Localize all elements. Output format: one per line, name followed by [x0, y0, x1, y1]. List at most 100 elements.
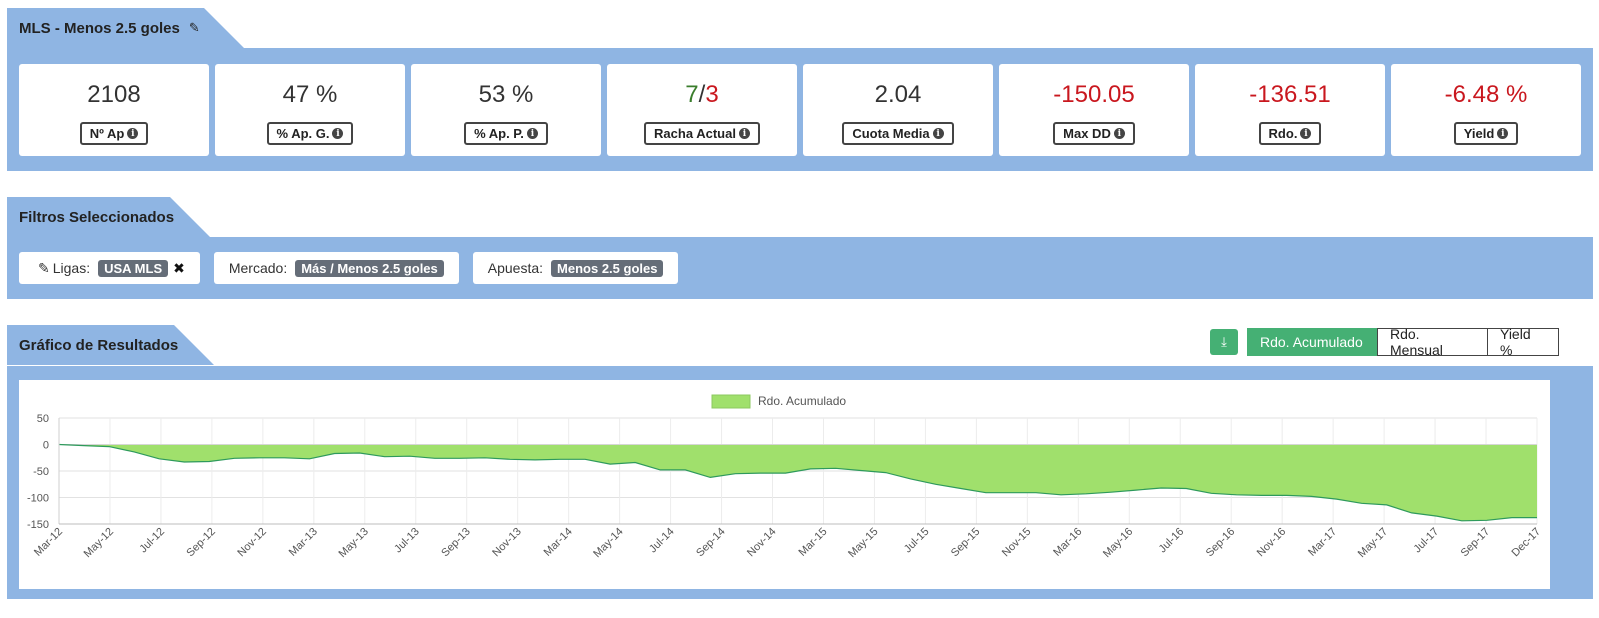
stat-label-button[interactable]: Yield i [1453, 122, 1519, 145]
info-icon[interactable]: i [1300, 128, 1312, 139]
stat-label: Yield [1463, 126, 1495, 141]
info-icon[interactable]: i [1497, 128, 1509, 139]
filter-chip-bet: Apuesta: Menos 2.5 goles [472, 252, 679, 284]
info-icon[interactable]: i [332, 128, 344, 139]
stat-card-yield: -6.48 % Yield i [1391, 64, 1581, 156]
x-tick-label: Mar-13 [287, 526, 320, 559]
chart-mode-toggle: Rdo. Acumulado Rdo. Mensual Yield % [1247, 326, 1559, 358]
chart-panel: Rdo. Acumulado 50 0 -50 -100 -150 Mar-12 May-12… [19, 380, 1550, 589]
x-tick-label: Jul-12 [137, 526, 167, 556]
stat-value-streak: 7/3 [685, 80, 718, 110]
streak-separator: / [698, 81, 706, 108]
pencil-icon[interactable]: ✎ [38, 259, 50, 276]
info-icon[interactable]: i [738, 128, 750, 139]
stat-label-button[interactable]: Nº Ap i [79, 122, 149, 145]
section-tab-title: MLS - Menos 2.5 goles ✎ [7, 8, 244, 48]
filter-label: Ligas: [52, 260, 91, 276]
x-tick-label: Nov-12 [235, 526, 269, 560]
x-tick-label: Nov-14 [745, 526, 779, 560]
x-tick-label: May-15 [846, 526, 880, 560]
section-tab-results: Gráfico de Resultados [7, 325, 214, 365]
x-tick-label: May-12 [82, 526, 116, 560]
tab-monthly[interactable]: Rdo. Mensual [1377, 326, 1488, 358]
stat-value: 2108 [87, 81, 141, 108]
stat-value: 2.04 [874, 81, 922, 108]
section-tab-filters: Filtros Seleccionados [7, 197, 210, 237]
info-icon[interactable]: i [932, 128, 944, 139]
x-tick-label: Sep-16 [1204, 526, 1238, 560]
info-icon[interactable]: i [1113, 128, 1125, 139]
stat-card-max-dd: -150.05 Max DD i [999, 64, 1189, 156]
x-tick-label: Dec-17 [1510, 526, 1544, 560]
stat-label: Cuota Media [852, 126, 930, 141]
download-icon: ⤓ [1221, 334, 1227, 349]
legend-swatch [711, 394, 751, 409]
stat-label: % Ap. G. [276, 126, 330, 141]
stat-card-win-pct: 47 % % Ap. G. i [215, 64, 405, 156]
stat-label: Max DD [1063, 126, 1111, 141]
x-tick-label: May-14 [591, 526, 625, 560]
x-tick-label: Mar-15 [796, 526, 829, 559]
stat-card-result: -136.51 Rdo. i [1195, 64, 1385, 156]
streak-wins: 7 [685, 81, 699, 108]
x-tick-label: Sep-17 [1459, 526, 1493, 560]
stat-label: Rdo. [1268, 126, 1298, 141]
x-tick-label: Jul-16 [1157, 526, 1187, 556]
stat-label-button[interactable]: Rdo. i [1258, 122, 1322, 145]
stat-card-loss-pct: 53 % % Ap. P. i [411, 64, 601, 156]
download-button[interactable]: ⤓ [1210, 329, 1238, 355]
x-tick-label: Jul-17 [1412, 526, 1442, 556]
pencil-icon[interactable]: ✎ [188, 20, 200, 35]
series-area [59, 444, 1537, 521]
x-tick-label: Jul-15 [902, 526, 932, 556]
stat-label-button[interactable]: Racha Actual i [644, 122, 760, 145]
x-tick-label: May-13 [336, 526, 370, 560]
y-tick-label: -100 [27, 493, 49, 505]
y-tick-label: 0 [43, 440, 49, 452]
x-tick-label: Jul-14 [647, 526, 677, 556]
info-icon[interactable]: i [526, 128, 538, 139]
stat-label: % Ap. P. [474, 126, 524, 141]
stat-label-button[interactable]: Cuota Media i [842, 122, 954, 145]
tab-yield[interactable]: Yield % [1488, 326, 1559, 358]
stat-value: -136.51 [1249, 81, 1331, 108]
stat-label: Nº Ap [89, 126, 125, 141]
page-title: MLS - Menos 2.5 goles [19, 19, 180, 37]
x-tick-label: May-16 [1101, 526, 1135, 560]
y-tick-label: -50 [33, 466, 49, 478]
x-tick-label: Sep-15 [949, 526, 983, 560]
stat-card-avg-odds: 2.04 Cuota Media i [803, 64, 993, 156]
x-tick-label: Mar-16 [1051, 526, 1084, 559]
filter-tag: USA MLS [98, 259, 169, 277]
filter-label: Mercado: [228, 260, 288, 276]
streak-losses: 3 [705, 81, 719, 108]
info-icon[interactable]: i [127, 128, 139, 139]
stat-label-button[interactable]: % Ap. G. i [266, 122, 354, 145]
filter-tag: Más / Menos 2.5 goles [295, 259, 444, 277]
stat-card-streak: 7/3 Racha Actual i [607, 64, 797, 156]
stat-label: Racha Actual [654, 126, 736, 141]
stat-value: 47 % [282, 81, 338, 108]
stat-value: -150.05 [1053, 81, 1135, 108]
filter-chip-leagues[interactable]: ✎ Ligas: USA MLS ✖ [19, 252, 200, 284]
stat-value: 53 % [478, 81, 534, 108]
y-tick-label: 50 [37, 413, 49, 425]
stat-card-count: 2108 Nº Ap i [19, 64, 209, 156]
x-tick-label: Sep-12 [184, 526, 218, 560]
filter-chip-market: Mercado: Más / Menos 2.5 goles [213, 252, 459, 284]
stat-label-button[interactable]: % Ap. P. i [464, 122, 548, 145]
x-tick-label: Mar-14 [542, 526, 575, 559]
filter-tag: Menos 2.5 goles [551, 259, 664, 277]
filters-title: Filtros Seleccionados [19, 208, 175, 226]
filter-label: Apuesta: [487, 260, 544, 276]
stat-value: -6.48 % [1444, 81, 1528, 108]
x-tick-label: May-17 [1356, 526, 1390, 560]
x-tick-label: Nov-13 [490, 526, 524, 560]
x-tick-label: Nov-16 [1255, 526, 1289, 560]
close-icon[interactable]: ✖ [173, 259, 185, 276]
filters-row: ✎ Ligas: USA MLS ✖ Mercado: Más / Menos … [19, 252, 679, 284]
x-tick-label: Jul-13 [392, 526, 422, 556]
stat-label-button[interactable]: Max DD i [1053, 122, 1135, 145]
tab-accumulated[interactable]: Rdo. Acumulado [1247, 328, 1377, 356]
